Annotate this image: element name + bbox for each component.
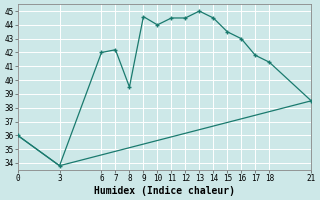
X-axis label: Humidex (Indice chaleur): Humidex (Indice chaleur) — [94, 186, 235, 196]
